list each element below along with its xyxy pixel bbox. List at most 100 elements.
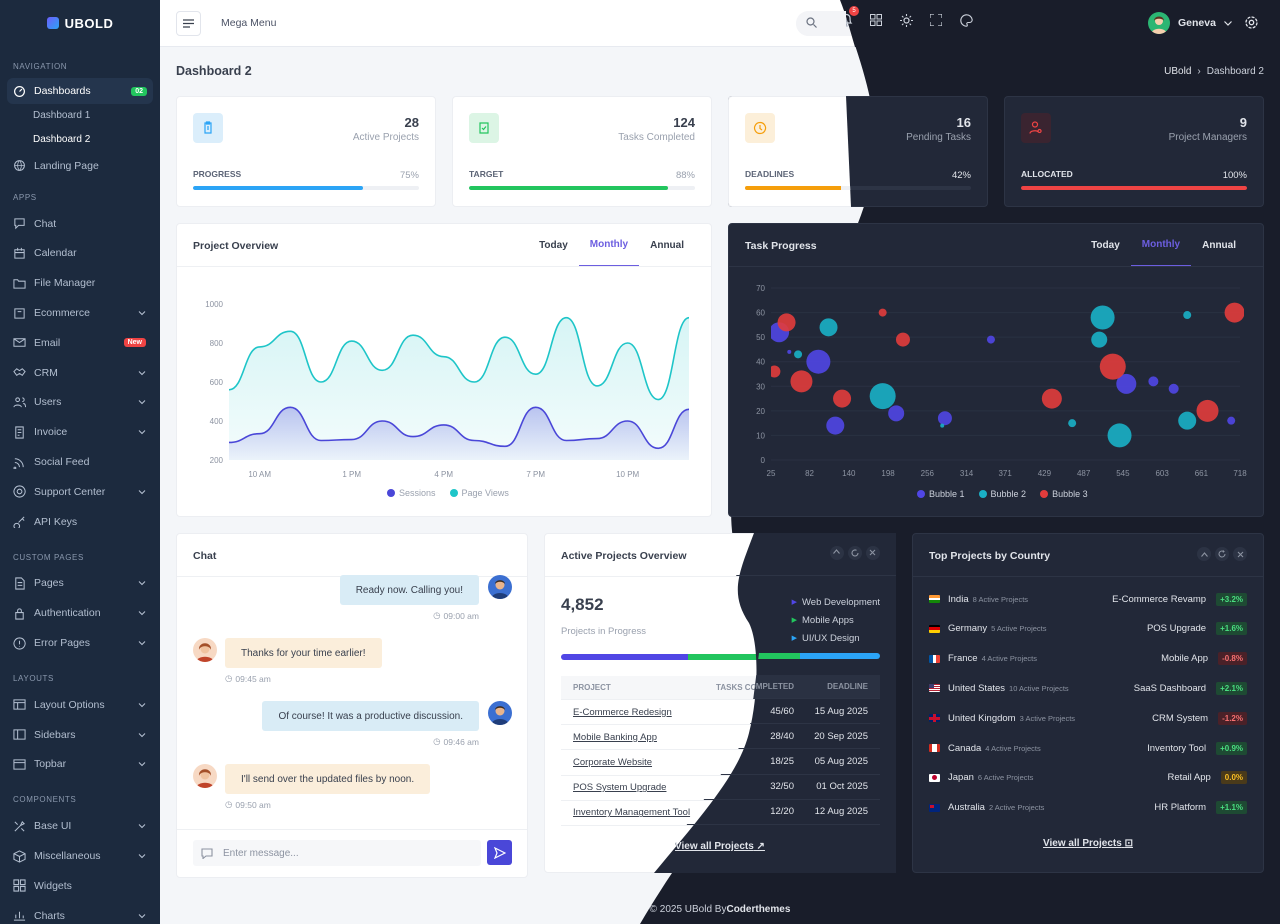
bubble-bubble-2[interactable] <box>1183 311 1192 320</box>
breadcrumb-root[interactable]: UBold <box>1164 66 1192 77</box>
footer-brand[interactable]: Coderthemes <box>726 903 791 915</box>
bubble-bubble-1[interactable] <box>787 349 792 354</box>
country-row[interactable]: United States 10 Active Projects SaaS Dash… <box>929 673 1247 703</box>
sidebar-item-support-center[interactable]: Support Center <box>0 477 160 507</box>
bubble-bubble-1[interactable] <box>1227 416 1236 425</box>
tab-today[interactable]: Today <box>1091 239 1120 251</box>
view-all-countries-link[interactable]: View all Projects ⊡ <box>1043 838 1133 849</box>
bubble-bubble-1[interactable] <box>888 405 905 422</box>
refresh-button[interactable] <box>847 547 861 561</box>
bubble-bubble-3[interactable] <box>895 332 910 347</box>
legend-bubble-3[interactable]: Bubble 3 <box>1040 489 1088 499</box>
tab-annual[interactable]: Annual <box>1202 239 1236 251</box>
sidebar-item-email[interactable]: Email New <box>0 328 160 358</box>
project-link[interactable]: Corporate Website <box>573 756 653 768</box>
bubble-bubble-2[interactable] <box>1107 423 1132 448</box>
bubble-bubble-2[interactable] <box>1068 419 1077 428</box>
project-link[interactable]: Inventory Management Tool <box>573 807 691 819</box>
country-row[interactable]: France 4 Active Projects Mobile App -0.8% <box>929 644 1247 674</box>
legend-bubble-2[interactable]: Bubble 2 <box>978 489 1026 499</box>
bubble-bubble-2[interactable] <box>940 423 945 428</box>
bubble-bubble-2[interactable] <box>819 318 838 337</box>
bubble-bubble-3[interactable] <box>1196 399 1219 422</box>
mega-menu-link[interactable]: Mega Menu <box>221 17 277 29</box>
bubble-bubble-1[interactable] <box>986 335 995 344</box>
refresh-button[interactable] <box>1215 547 1229 561</box>
country-row[interactable]: Germany 5 Active Projects POS Upgrade +1.6% <box>929 614 1247 644</box>
theme-toggle-button[interactable] <box>1058 12 1074 28</box>
sidebar-item-api-keys[interactable]: API Keys <box>0 507 160 537</box>
sidebar-item-authentication[interactable]: Authentication <box>0 598 160 628</box>
country-row[interactable]: Japan 6 Active Projects Retail App 0.0% <box>929 763 1247 793</box>
close-button[interactable] <box>1233 547 1247 561</box>
bubble-bubble-3[interactable] <box>1041 388 1062 409</box>
sidebar-item-layout-options[interactable]: Layout Options <box>0 690 160 720</box>
project-link[interactable]: E-Commerce Redesign <box>573 706 672 718</box>
search-box[interactable]: Quick Search... <box>796 11 948 36</box>
sidebar-item-social-feed[interactable]: Social Feed <box>0 447 160 477</box>
sidebar-subitem-dashboard-2[interactable]: Dashboard 2 <box>33 133 91 145</box>
bubble-bubble-1[interactable] <box>1148 376 1159 387</box>
sidebar-item-crm[interactable]: CRM <box>0 358 160 388</box>
bubble-bubble-3[interactable] <box>768 365 781 378</box>
bubble-bubble-1[interactable] <box>806 349 831 374</box>
sidebar-item-calendar[interactable]: Calendar <box>0 239 160 269</box>
sidebar-item-topbar[interactable]: Topbar <box>0 750 160 780</box>
country-row[interactable]: India 8 Active Projects E-Commerce Revamp +… <box>929 584 1247 614</box>
bubble-bubble-2[interactable] <box>1178 411 1197 430</box>
sidebar-subitem-dashboard-1[interactable]: Dashboard 1 <box>33 110 91 122</box>
close-button[interactable] <box>865 547 879 561</box>
bubble-bubble-3[interactable] <box>790 370 813 393</box>
bubble-bubble-1[interactable] <box>826 416 845 435</box>
bubble-bubble-2[interactable] <box>1091 331 1108 348</box>
language-flag-button[interactable] <box>968 12 984 28</box>
message-input[interactable]: Enter message... <box>223 847 299 859</box>
bubble-bubble-1[interactable] <box>1168 383 1179 394</box>
brand-logo[interactable]: UBOLD <box>0 0 160 46</box>
tab-today[interactable]: Today <box>539 239 568 251</box>
tab-annual[interactable]: Annual <box>650 239 684 251</box>
tab-monthly[interactable]: Monthly <box>578 224 640 266</box>
menu-toggle-button[interactable] <box>176 10 201 36</box>
sidebar-item-ecommerce[interactable]: Ecommerce <box>0 298 160 328</box>
sidebar-item-pages[interactable]: Pages <box>0 569 160 599</box>
collapse-button[interactable] <box>1197 547 1211 561</box>
table-row[interactable]: Corporate Website 18/25 05 Aug 2025 <box>561 750 879 776</box>
bubble-bubble-2[interactable] <box>794 350 803 359</box>
bubble-bubble-1[interactable] <box>937 411 952 426</box>
project-link[interactable]: Mobile Banking App <box>573 731 657 743</box>
project-link[interactable]: POS System Upgrade <box>573 782 667 794</box>
table-row[interactable]: Inventory Management Tool 12/20 12 Aug 202… <box>561 801 879 826</box>
sidebar-item-dashboards[interactable]: Dashboards 02 <box>7 78 153 104</box>
sidebar-item-chat[interactable]: Chat <box>0 209 160 239</box>
legend-bubble-1[interactable]: Bubble 1 <box>917 489 965 499</box>
bubble-bubble-3[interactable] <box>878 308 887 317</box>
notifications-button[interactable]: 5 <box>998 6 1019 28</box>
sidebar-item-charts[interactable]: Charts <box>0 901 160 924</box>
sidebar-item-landing-page[interactable]: Landing Page <box>0 151 160 181</box>
sidebar-item-widgets[interactable]: Widgets <box>0 871 160 901</box>
user-menu[interactable]: Geneva <box>1148 12 1232 34</box>
view-all-projects-link[interactable]: View all Projects ↗ <box>675 842 765 853</box>
collapse-button[interactable] <box>829 547 843 561</box>
legend-sessions[interactable]: Sessions <box>387 488 436 498</box>
message-input-box[interactable]: Enter message... <box>193 840 481 866</box>
table-row[interactable]: Mobile Banking App 28/40 20 Sep 2025 <box>561 725 879 751</box>
table-row[interactable]: POS System Upgrade 32/50 01 Oct 2025 <box>561 776 879 801</box>
bubble-bubble-2[interactable] <box>869 383 896 410</box>
table-row[interactable]: E-Commerce Redesign 45/60 15 Aug 2025 <box>561 700 879 726</box>
bubble-bubble-2[interactable] <box>1090 305 1115 330</box>
fullscreen-button[interactable] <box>1088 12 1104 28</box>
bubble-bubble-1[interactable] <box>1116 373 1137 394</box>
sidebar-item-file-manager[interactable]: File Manager <box>0 268 160 298</box>
legend-page-views[interactable]: Page Views <box>449 488 509 498</box>
tab-monthly[interactable]: Monthly <box>1130 224 1192 266</box>
search-input[interactable]: Quick Search... <box>825 18 894 29</box>
bubble-bubble-3[interactable] <box>833 389 852 408</box>
settings-button[interactable] <box>1244 15 1259 33</box>
palette-button[interactable] <box>1118 12 1134 28</box>
sidebar-item-base-ui[interactable]: Base UI <box>0 811 160 841</box>
country-row[interactable]: United Kingdom 3 Active Projects CRM Syste… <box>929 703 1247 733</box>
sidebar-item-error-pages[interactable]: Error Pages <box>0 628 160 658</box>
send-button[interactable] <box>487 840 512 865</box>
